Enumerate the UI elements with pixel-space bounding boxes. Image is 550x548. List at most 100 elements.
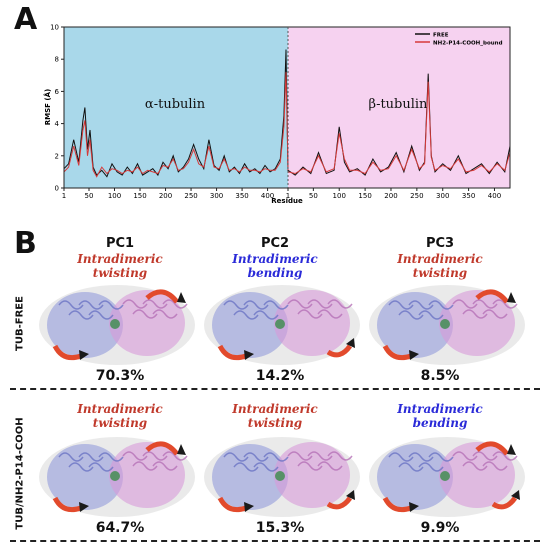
beta-helix (327, 299, 353, 309)
beta-helix (132, 461, 158, 471)
alpha-helix (418, 462, 444, 472)
x-tick-label-0-1: 50 (85, 192, 94, 200)
beta-helix (122, 451, 148, 461)
alpha-helix (233, 462, 259, 472)
alpha-helix (398, 310, 424, 320)
beta-helix (452, 451, 478, 461)
bound-ligand (440, 471, 450, 481)
pc2-title: PC2 (260, 236, 290, 251)
bound-ligand (110, 319, 120, 329)
variance-r2c1: 64.7% (95, 520, 145, 536)
beta-helix (462, 461, 488, 471)
arrow-head (409, 350, 419, 360)
rotation-arrow (52, 344, 82, 361)
alpha-subunit (212, 292, 288, 358)
beta-helix (307, 299, 333, 309)
y-axis-label: RMSF (Å) (43, 89, 52, 125)
alpha-helix (88, 310, 114, 320)
beta-helix (152, 309, 178, 319)
rotation-arrow (382, 344, 412, 361)
y-tick-label-2: 4 (55, 120, 60, 128)
alpha-helix (58, 452, 84, 462)
rotation-arrow (145, 441, 179, 456)
protein-structure-r1c1 (39, 285, 195, 365)
alpha-helix (408, 300, 434, 310)
variance-r1c1: 70.3% (95, 368, 145, 384)
alpha-region-bg (64, 27, 288, 188)
alpha-helix (418, 310, 444, 320)
y-tick-label-0: 0 (55, 185, 59, 193)
beta-helix (142, 299, 168, 309)
beta-region-label: β-tubulin (369, 97, 429, 112)
alpha-helix (223, 300, 249, 310)
beta-subunit (439, 442, 515, 508)
motion-label-r2c3: Intradimeric bending (397, 402, 483, 430)
beta-helix (122, 299, 148, 309)
alpha-region-label: α-tubulin (145, 97, 206, 112)
arrow-head (346, 338, 355, 348)
series-line-0-beta (287, 73, 511, 176)
arrow-head (409, 502, 419, 512)
y-tick-label-4: 8 (55, 56, 59, 64)
beta-helix (492, 451, 518, 461)
alpha-helix (88, 462, 114, 472)
alpha-helix (428, 452, 454, 462)
x-tick-label-0-5: 250 (184, 192, 197, 200)
x-tick-label-1-2: 100 (333, 192, 346, 200)
arrow-head (177, 292, 186, 303)
protein-structure-r1c2 (204, 285, 360, 365)
row-label-bound: TUB/NH2-P14-COOH (14, 417, 26, 530)
alpha-helix (98, 452, 124, 462)
series-line-1-alpha (63, 72, 289, 178)
protein-structure-r2c3 (369, 437, 525, 517)
x-tick-label-1-0: 1 (286, 192, 290, 200)
alpha-helix (428, 300, 454, 310)
bound-ligand (110, 471, 120, 481)
beta-helix (287, 299, 313, 309)
alpha-helix (68, 462, 94, 472)
beta-helix (452, 299, 478, 309)
beta-helix (152, 461, 178, 471)
rotation-arrow (217, 496, 247, 513)
beta-helix (142, 451, 168, 461)
rotation-arrow (326, 344, 353, 358)
motion-label-r1c3: Intradimeric twisting (397, 252, 483, 280)
x-tick-label-0-2: 100 (108, 192, 121, 200)
beta-subunit (274, 290, 350, 356)
beta-subunit (439, 290, 515, 356)
alpha-subunit (377, 444, 453, 510)
beta-helix (307, 451, 333, 461)
beta-helix (317, 309, 343, 319)
x-tick-label-0-7: 350 (235, 192, 248, 200)
rotation-arrow (475, 441, 509, 456)
x-tick-label-1-8: 400 (488, 192, 501, 200)
rotation-arrow (52, 496, 82, 513)
rotation-arrow (491, 496, 518, 510)
alpha-helix (98, 300, 124, 310)
arrow-head (511, 490, 520, 500)
beta-helix (472, 451, 498, 461)
alpha-subunit (47, 292, 123, 358)
beta-helix (132, 309, 158, 319)
x-tick-label-1-6: 300 (436, 192, 449, 200)
rotation-arrow (326, 496, 353, 510)
rotation-arrow (217, 344, 247, 361)
rotation-arrow (382, 496, 412, 513)
beta-subunit (274, 442, 350, 508)
beta-helix (482, 461, 508, 471)
alpha-helix (233, 310, 259, 320)
y-tick-label-3: 6 (55, 88, 60, 96)
variance-r2c3: 9.9% (420, 520, 460, 536)
beta-helix (297, 309, 323, 319)
bound-ligand (275, 471, 285, 481)
alpha-helix (263, 300, 289, 310)
series-line-1-beta (287, 81, 511, 175)
alpha-subunit (47, 444, 123, 510)
beta-helix (297, 461, 323, 471)
x-tick-label-1-1: 50 (309, 192, 318, 200)
alpha-helix (253, 310, 279, 320)
y-tick-label-1: 2 (55, 152, 59, 160)
alpha-helix (263, 452, 289, 462)
beta-helix (327, 451, 353, 461)
